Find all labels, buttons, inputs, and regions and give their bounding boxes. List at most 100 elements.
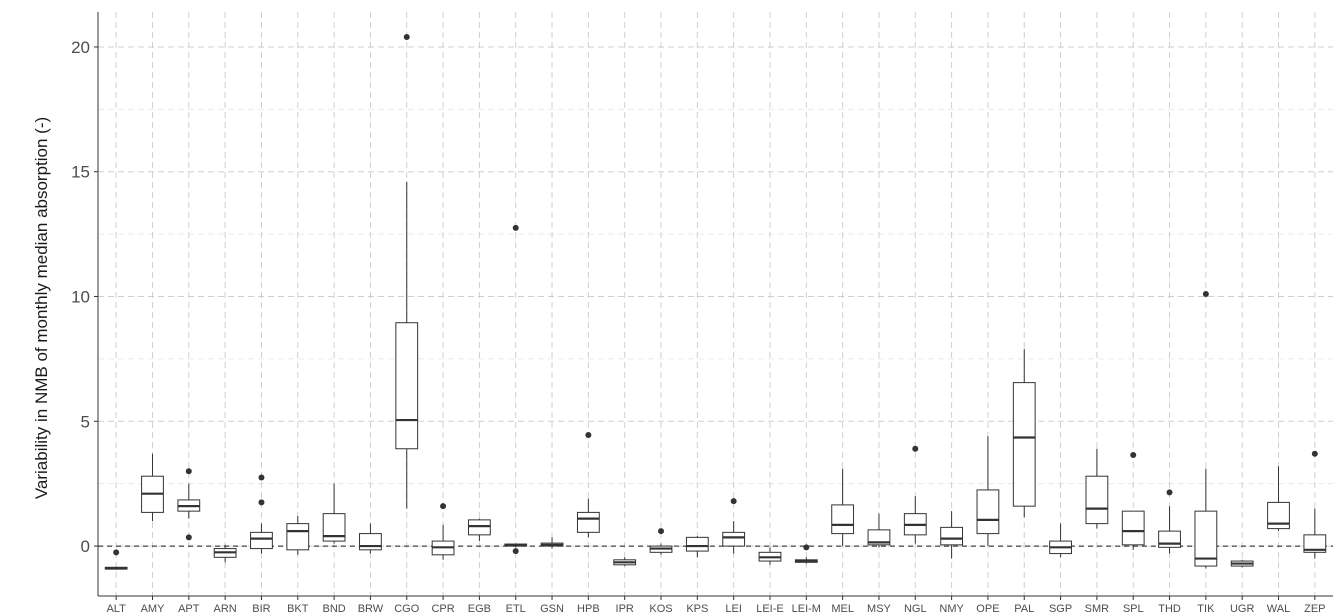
box-ETL — [504, 224, 528, 555]
box-MEL — [831, 468, 855, 547]
box-TIK — [1194, 291, 1218, 569]
box-CGO — [395, 33, 419, 509]
outlier-point — [912, 445, 919, 452]
outlier-point — [730, 498, 737, 505]
box-BIR — [250, 474, 273, 554]
x-tick-label: IPR — [616, 603, 634, 615]
box-LEI-E — [758, 547, 782, 565]
axis-layer: 0 5 10 15 20 ALT AMY APT ARN BIR BKT BND BRW CGO CPR EG… — [71, 12, 1333, 615]
box-iqr — [685, 536, 709, 552]
x-tick-label: GSN — [540, 603, 564, 615]
box-iqr — [722, 531, 746, 547]
outlier-point — [258, 499, 265, 506]
box-ALT — [104, 549, 128, 570]
x-tick-label: AMY — [141, 603, 166, 615]
x-tick-label: ARN — [214, 603, 237, 615]
box-HPB — [576, 432, 600, 538]
box-iqr — [867, 529, 891, 546]
box-iqr — [1194, 510, 1218, 567]
box-SGP — [1049, 523, 1072, 558]
box-iqr — [1012, 382, 1036, 507]
box-AMY — [141, 453, 164, 522]
outlier-point — [1202, 291, 1209, 298]
x-tick-label: EGB — [468, 603, 491, 615]
box-LEI — [722, 498, 746, 554]
x-tick-label: KOS — [649, 603, 672, 615]
box-iqr — [1085, 475, 1109, 525]
outlier-point — [403, 33, 410, 40]
x-tick-label: KPS — [686, 603, 708, 615]
x-tick-label: NMY — [939, 603, 964, 615]
box-iqr — [1158, 530, 1181, 548]
box-NMY — [940, 511, 963, 559]
x-tick-label: LEI — [725, 603, 742, 615]
x-tick-label: SPL — [1123, 603, 1144, 615]
y-tick-label: 0 — [81, 537, 90, 556]
outlier-point — [185, 468, 192, 475]
x-tick-label: TIK — [1197, 603, 1215, 615]
box-SMR — [1085, 448, 1109, 529]
x-tick-label: OPE — [976, 603, 999, 615]
outlier-point — [1311, 450, 1318, 457]
box-CPR — [431, 503, 455, 560]
box-LEI-M — [794, 544, 818, 564]
box-OPE — [976, 436, 1000, 547]
x-tick-label: BND — [322, 603, 345, 615]
box-EGB — [468, 518, 491, 542]
box-KOS — [649, 528, 673, 555]
x-tick-label: ALT — [106, 603, 126, 615]
y-tick-label: 5 — [81, 412, 90, 431]
x-tick-label: SGP — [1049, 603, 1072, 615]
box-BND — [322, 483, 346, 544]
x-tick-label: MSY — [867, 603, 892, 615]
box-iqr — [286, 523, 310, 551]
y-tick-label: 10 — [71, 288, 90, 307]
y-tick-label: 20 — [71, 38, 90, 57]
outlier-point — [185, 534, 192, 541]
x-tick-label: ETL — [506, 603, 526, 615]
box-iqr — [576, 511, 600, 533]
box-BRW — [359, 523, 382, 554]
x-tick-label: SMR — [1085, 603, 1110, 615]
x-tick-label: LEI-E — [756, 603, 784, 615]
box-KPS — [685, 536, 709, 558]
box-UGR — [1230, 559, 1254, 568]
outlier-point — [1130, 451, 1137, 458]
box-iqr — [322, 513, 346, 542]
x-tick-label: BKT — [287, 603, 309, 615]
outlier-point — [512, 224, 519, 231]
box-THD — [1158, 489, 1181, 554]
x-tick-label: WAL — [1267, 603, 1290, 615]
box-iqr — [359, 533, 382, 551]
x-tick-label: NGL — [904, 603, 927, 615]
x-tick-label: THD — [1158, 603, 1181, 615]
box-MSY — [867, 513, 891, 548]
outlier-point — [512, 548, 519, 555]
outlier-point — [803, 544, 810, 551]
box-BKT — [286, 516, 310, 555]
outlier-point — [440, 503, 447, 510]
box-PAL — [1012, 348, 1036, 518]
box-iqr — [1121, 510, 1145, 546]
box-iqr — [1303, 534, 1327, 553]
box-iqr — [250, 531, 273, 550]
outlier-point — [1166, 489, 1173, 496]
box-iqr — [1267, 501, 1290, 530]
box-APT — [177, 468, 201, 541]
box-WAL — [1267, 466, 1290, 532]
y-tick-label: 15 — [71, 163, 90, 182]
box-iqr — [976, 489, 1000, 535]
x-tick-label: CPR — [431, 603, 454, 615]
x-tick-label: BIR — [252, 603, 270, 615]
box-NGL — [903, 445, 927, 544]
x-tick-label: UGR — [1230, 603, 1255, 615]
outlier-point — [658, 528, 665, 535]
grid-layer — [98, 12, 1333, 596]
box-layer — [104, 33, 1327, 570]
x-tick-label: BRW — [358, 603, 384, 615]
y-axis-label: Variability in NMB of monthly median abs… — [32, 117, 51, 499]
box-iqr — [395, 322, 419, 450]
outlier-point — [258, 474, 265, 481]
